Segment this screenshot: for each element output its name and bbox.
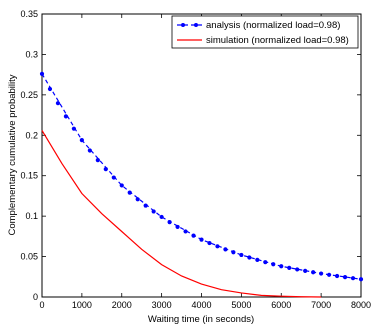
series-analysis-point [103, 167, 108, 172]
ticks: 0 1000 2000 3000 4000 5000 6000 7000 8000 0 0.05 0.… [20, 9, 371, 310]
x-tick-label: 2000 [112, 300, 132, 310]
series-simulation-line [41, 130, 322, 298]
y-tick-label: 0.35 [20, 9, 38, 19]
y-tick-label: 0.2 [25, 130, 38, 140]
x-tick-label: 1000 [72, 300, 92, 310]
series-analysis-point [47, 86, 53, 92]
series-analysis-point [159, 214, 164, 220]
series-analysis-point [71, 126, 76, 131]
x-tick-label: 5000 [231, 300, 251, 310]
series-analysis-point [223, 247, 228, 252]
legend-box [171, 15, 359, 49]
series-analysis-point [63, 114, 69, 119]
series-analysis-point [199, 237, 204, 242]
series-analysis-point [55, 101, 61, 106]
series-analysis-point [95, 158, 100, 163]
series-analysis-point [358, 277, 364, 282]
x-tick-label: 3000 [152, 300, 172, 310]
x-axis-label: Waiting time (in seconds) [148, 314, 254, 324]
series-analysis-point [319, 271, 324, 276]
y-tick-label: 0.3 [25, 49, 38, 59]
series-analysis-point [295, 267, 300, 272]
series-analysis-point [167, 220, 172, 225]
series-analysis-point [327, 272, 332, 277]
series-analysis-point [239, 252, 244, 258]
y-tick-label: 0.25 [20, 90, 38, 100]
series-analysis-point [311, 270, 316, 275]
series-analysis-point [191, 233, 196, 238]
y-tick-label: 0 [33, 292, 38, 302]
series-analysis-point [87, 148, 92, 153]
y-axis-label: Complementary cumulative probability [7, 74, 18, 235]
series-layer [39, 71, 364, 298]
series-analysis-point [111, 175, 116, 180]
series-analysis-point [207, 240, 212, 246]
x-tick-label: 8000 [351, 300, 371, 310]
plot-area [41, 13, 362, 298]
x-tick-label: 0 [39, 300, 44, 310]
y-tick-label: 0.15 [20, 171, 38, 181]
series-analysis-point [350, 276, 356, 281]
legend-analysis-label: analysis (normalized load=0.98) [206, 20, 340, 31]
series-analysis-point [151, 209, 156, 214]
y-tick-label: 0.1 [25, 211, 38, 221]
series-analysis-point [215, 244, 220, 249]
series-analysis-point [263, 260, 268, 265]
legend-analysis-marker [194, 23, 198, 27]
series-analysis-point [334, 273, 340, 279]
series-analysis-point [279, 264, 284, 269]
x-tick-label: 4000 [191, 300, 211, 310]
x-tick-label: 7000 [311, 300, 331, 310]
series-analysis-point [287, 265, 292, 270]
legend-simulation-label: simulation (normalized load=0.98) [206, 35, 349, 46]
series-analysis-point [175, 224, 180, 230]
series-analysis-point [255, 257, 260, 263]
series-analysis-point [247, 255, 252, 260]
series-analysis-point [183, 229, 188, 234]
legend-analysis-marker [181, 23, 185, 27]
series-analysis-point [119, 183, 124, 188]
x-tick-label: 6000 [271, 300, 291, 310]
y-tick-label: 0.05 [20, 252, 38, 262]
series-analysis-point [231, 250, 236, 255]
series-analysis-point [271, 262, 276, 267]
legend: analysis (normalized load=0.98) simulati… [171, 15, 359, 49]
series-analysis-point [342, 275, 348, 280]
series-analysis-point [143, 203, 148, 208]
series-analysis-point [79, 138, 84, 143]
series-analysis-point [135, 197, 140, 202]
series-analysis-point [303, 268, 308, 273]
series-analysis-point [127, 190, 132, 195]
series-analysis-point [39, 71, 45, 76]
